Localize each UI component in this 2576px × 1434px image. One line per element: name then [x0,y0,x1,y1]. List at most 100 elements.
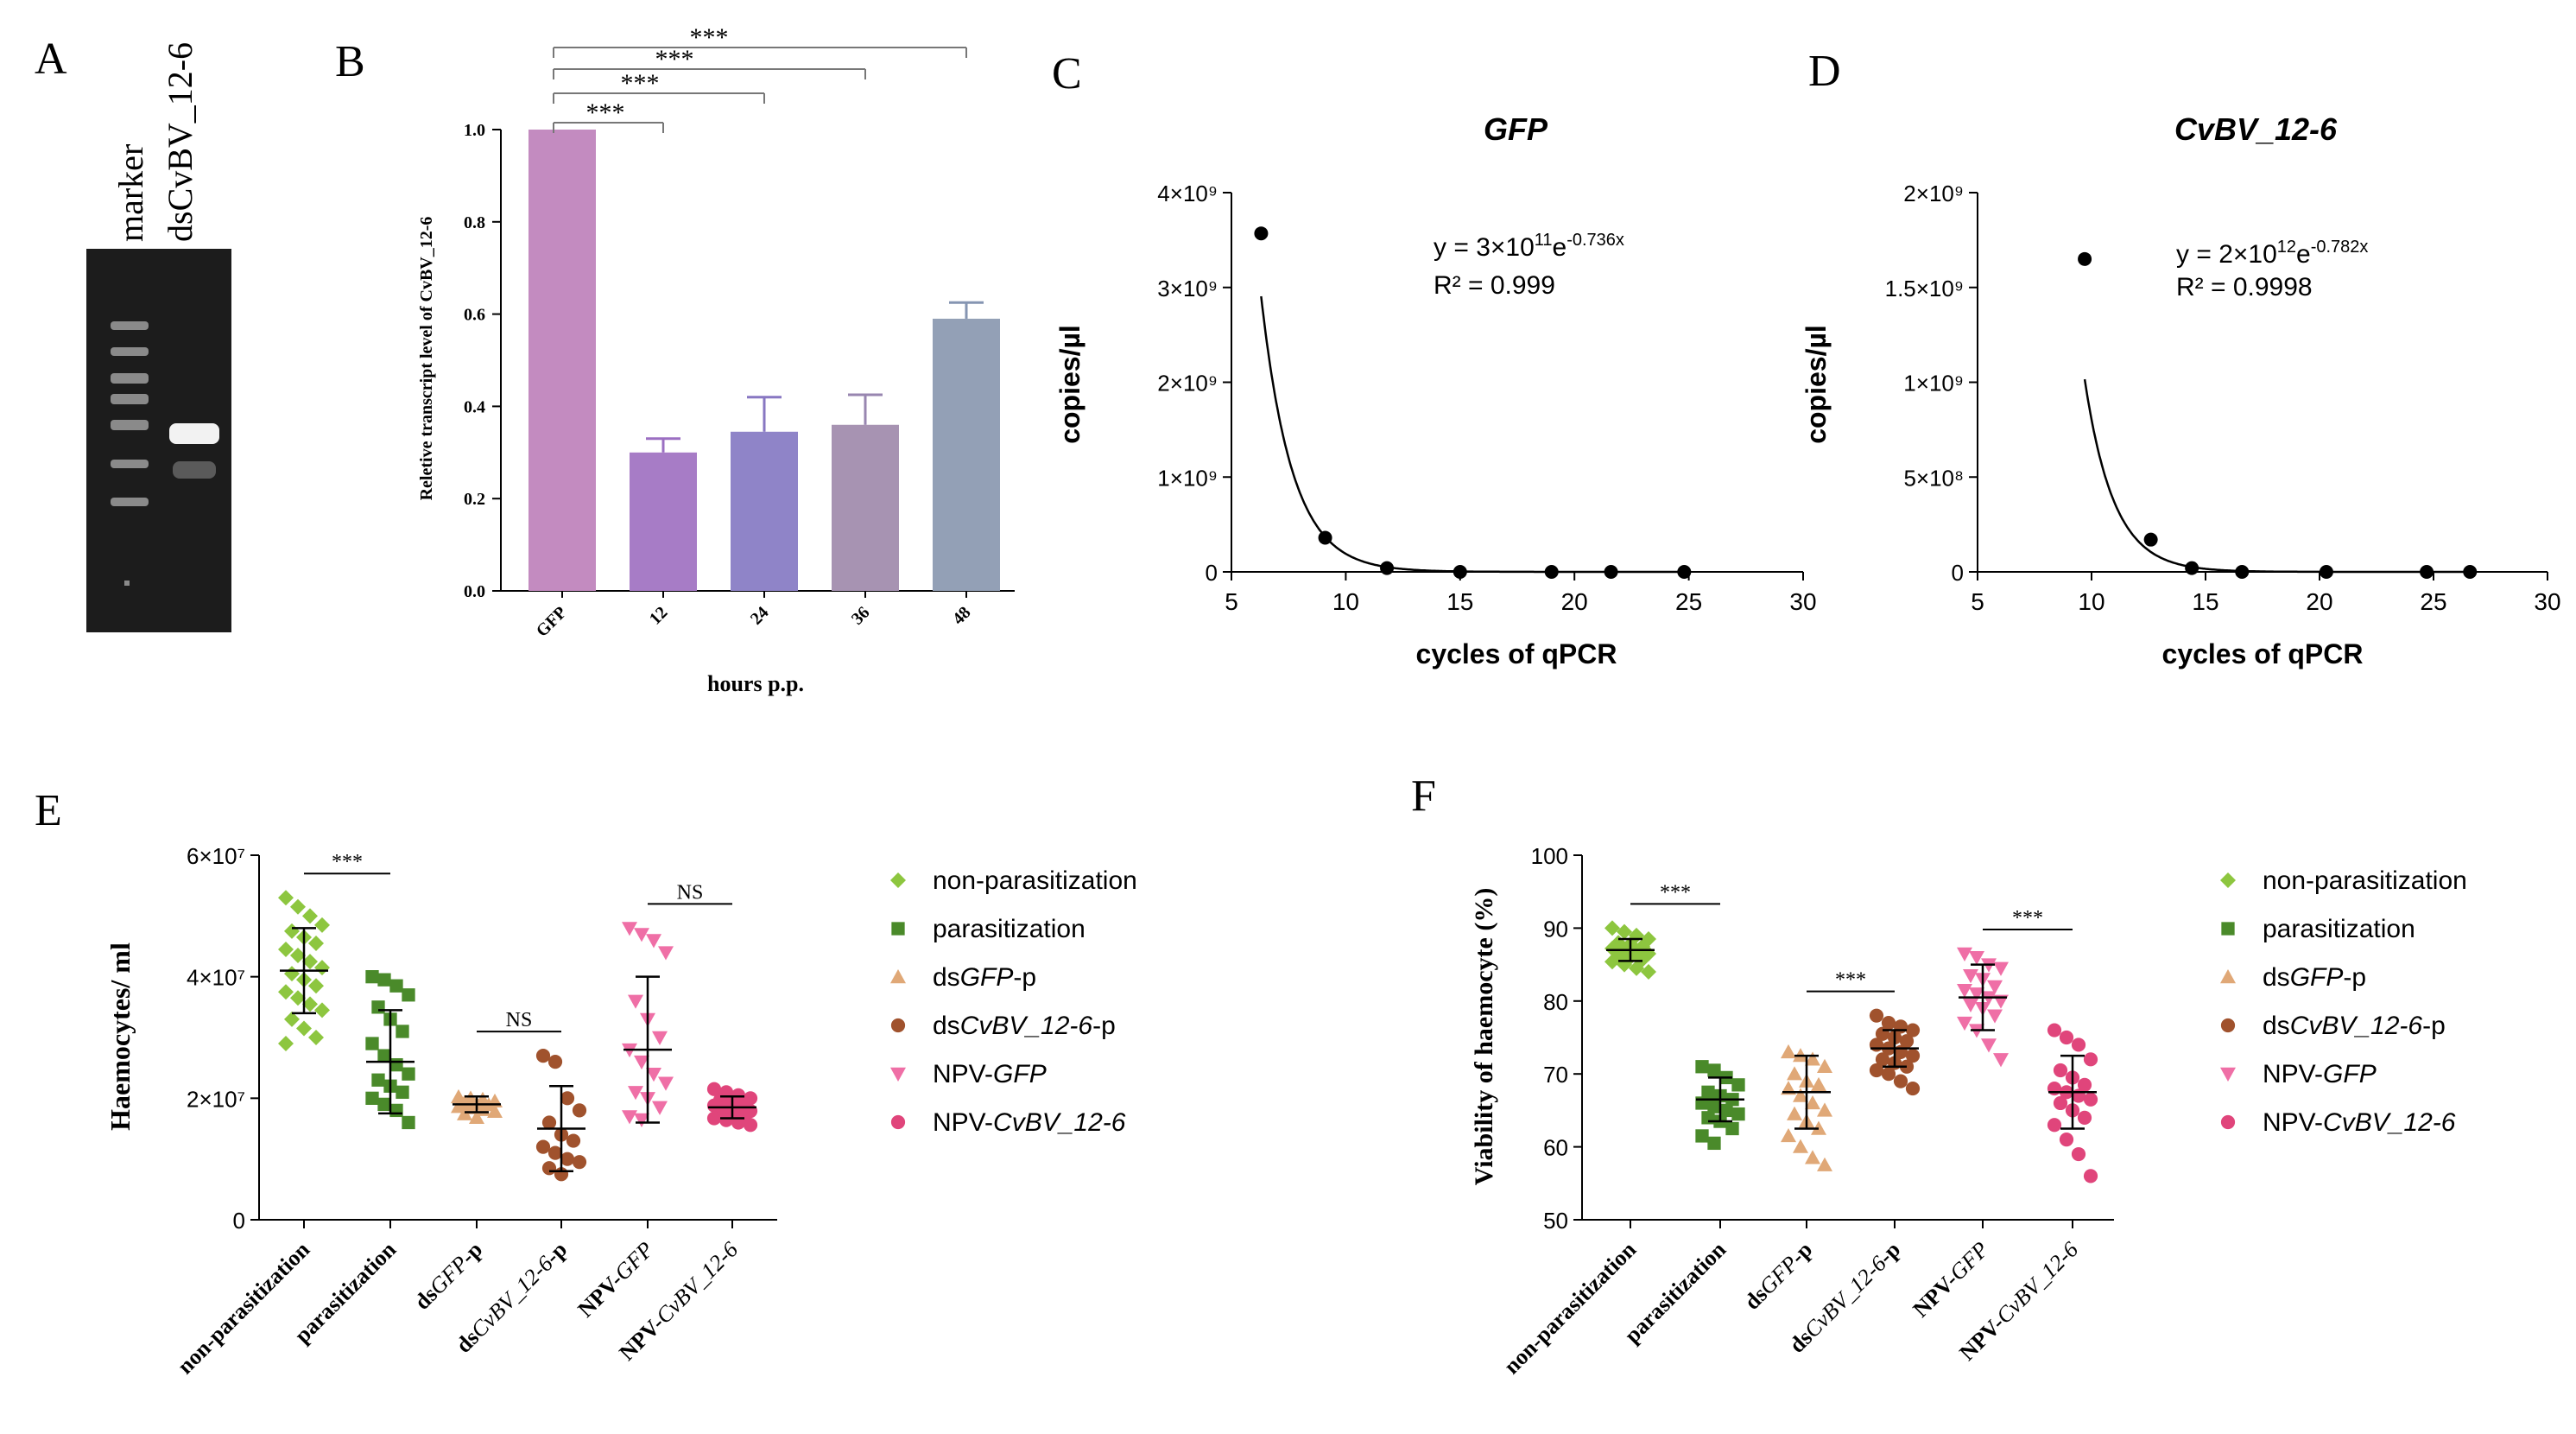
e-data-point [743,1118,758,1133]
e-x-label: dsGFP-p [409,1237,487,1315]
e-y-tick-label: 0 [233,1208,245,1234]
e-x-label: non-parasitization [173,1236,315,1379]
d-x-tick-label: 10 [2078,588,2104,615]
f-data-point [1617,923,1632,940]
b-x-ticks: GFP 12 24 36 48 [533,591,975,641]
e-data-point [371,1073,385,1087]
f-y-tick-label: 60 [1543,1135,1568,1161]
e-sig-label: NS [506,1009,533,1031]
d-point [2185,561,2199,575]
e-data-point [469,1109,484,1125]
b-bar [933,318,1000,591]
d-y-tick-label: 2×10⁹ [1903,181,1964,206]
legendE-marker [890,1114,906,1130]
d-r2: R² = 0.9998 [2176,273,2313,301]
e-data-point [389,1103,403,1118]
lane-label-marker: marker [111,144,150,242]
f-x-label-italic: CvBV_12-6 [1991,1237,2083,1329]
gel-panel: marker dsCvBV_12-6 [86,42,231,632]
c-points [1254,226,1692,579]
e-data-point [658,1076,674,1091]
e-data-point [451,1099,466,1114]
d-point [2463,565,2478,579]
f-data-point [1957,947,1972,961]
panel-letter-b: B [335,37,365,86]
e-data-point [290,948,306,964]
c-y-tick-label: 2×10⁹ [1157,371,1218,397]
c-y-tick-label: 3×10⁹ [1157,276,1218,301]
e-data-point [371,1000,385,1014]
legendF-item-label: dsGFP-p [2263,963,2366,992]
marker-band [111,347,149,356]
f-data-point [1987,980,2003,994]
legendF-marker [2221,922,2235,936]
f-data-point [1881,1016,1896,1031]
d-eq-prefix: y = 2×10 [2176,240,2277,269]
d-x-tick-label: 25 [2420,588,2446,615]
panel-letter-a: A [35,35,67,84]
legendE-item-prefix: ds [933,963,960,992]
marker-lane-bands [111,321,149,586]
legendE-item-prefix: parasitization [933,915,1085,943]
c-point [1380,561,1395,575]
e-data-point [278,942,294,958]
e-data-point [396,1025,409,1038]
f-y-tick-label: 50 [1543,1208,1568,1234]
f-y-tick-label: 80 [1543,989,1568,1015]
b-bars [528,130,1000,591]
c-y-tick-label: 0 [1206,560,1218,586]
e-data-point [290,898,306,915]
legendE-item-suffix: -p [1092,1012,1116,1040]
e-data-point [547,1055,563,1069]
e-data-point [658,946,674,961]
f-data-point [1869,1037,1884,1052]
legendF-item-italic: GFP [2290,963,2344,992]
legendE-item-italic: CvBV_12-6 [993,1108,1126,1137]
d-equation: y = 2×1012e-0.782x [2176,238,2368,269]
e-data-point [652,1101,668,1115]
f-ylabel: Viability of haemocyte (%) [1470,888,1498,1186]
f-data-point [1893,1074,1908,1088]
f-data-point [1725,1121,1739,1136]
e-x-label-prefix: non-parasitization [173,1236,315,1379]
marker-band [111,373,149,384]
e-data-point [535,1139,551,1154]
e-data-point [402,1115,415,1130]
c-title: GFP [1484,111,1548,147]
f-data-point [1793,1139,1808,1153]
e-data-point [541,1115,557,1130]
legendF-item-label: parasitization [2263,915,2415,943]
e-y-tick-label: 6×10⁷ [187,843,245,869]
b-y-tick-label: 0.4 [464,397,485,416]
f-data-point [1787,1066,1802,1081]
d-point [2319,565,2333,579]
e-data-point [389,979,403,993]
b-bar [528,130,596,591]
f-data-point [2077,1110,2092,1125]
f-data-point [2071,1088,2086,1103]
d-xlabel: cycles of qPCR [2162,638,2364,669]
b-ylabel: Reletive transcript level of CvBV_12-6 [417,217,436,501]
f-data-point [1731,1078,1745,1092]
f-data-point [1881,1067,1896,1082]
e-groups [278,890,758,1228]
e-data-point [308,935,324,951]
legendF-item-italic: GFP [2323,1060,2377,1088]
legendF-item-prefix: non-parasitization [2263,866,2467,895]
d-eq-exp2: -0.782x [2311,238,2369,257]
legendE-marker [890,1018,906,1033]
d-ticks: 5 10 15 20 25 30 0 5×10⁸ 1×10⁹ 1.5×10⁹ 2×10⁹ [1885,181,2561,615]
f-data-point [1817,1157,1832,1171]
e-y-ticks: 0 2×10⁷ 4×10⁷ 6×10⁷ [187,843,259,1234]
e-data-point [646,1068,661,1082]
f-data-point [2077,1077,2092,1092]
e-data-point [296,1020,312,1037]
e-data-point [541,1161,557,1176]
d-eq-exp: 12 [2277,238,2296,257]
b-xlabel: hours p.p. [707,671,804,696]
f-y-tick-label: 70 [1543,1062,1568,1088]
e-data-point [547,1145,563,1160]
e-data-point [572,1155,587,1170]
